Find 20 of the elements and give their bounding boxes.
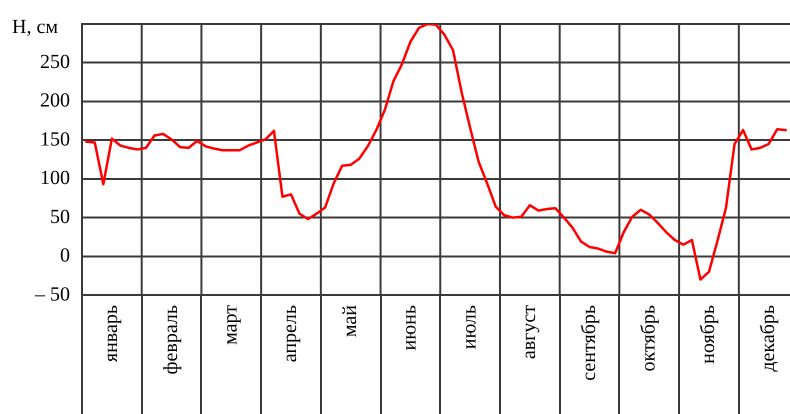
x-tick-label: октябрь bbox=[638, 305, 660, 372]
x-tick-label: февраль bbox=[160, 305, 182, 374]
y-tick-label: 200 bbox=[40, 90, 70, 112]
x-tick-label: март bbox=[220, 304, 242, 345]
x-tick-label: май bbox=[338, 304, 361, 338]
x-tick-label: декабрь bbox=[756, 305, 779, 372]
x-tick-label: апрель bbox=[279, 305, 302, 362]
y-axis-title: H, см bbox=[12, 16, 58, 39]
x-tick-label: август bbox=[518, 304, 540, 360]
x-tick-label: ноябрь bbox=[697, 305, 720, 364]
y-tick-label: – 50 bbox=[34, 283, 70, 306]
y-tick-label: 50 bbox=[50, 206, 70, 228]
x-tick-label: июнь bbox=[398, 305, 421, 350]
y-tick-label: 100 bbox=[40, 167, 70, 190]
x-tick-label: июль bbox=[458, 305, 480, 350]
y-tick-label: 250 bbox=[40, 50, 70, 73]
y-tick-label: 150 bbox=[40, 128, 70, 150]
y-tick-label: 0 bbox=[60, 244, 70, 267]
x-tick-label: январь bbox=[100, 305, 122, 362]
x-tick-label: сентябрь bbox=[578, 305, 600, 381]
